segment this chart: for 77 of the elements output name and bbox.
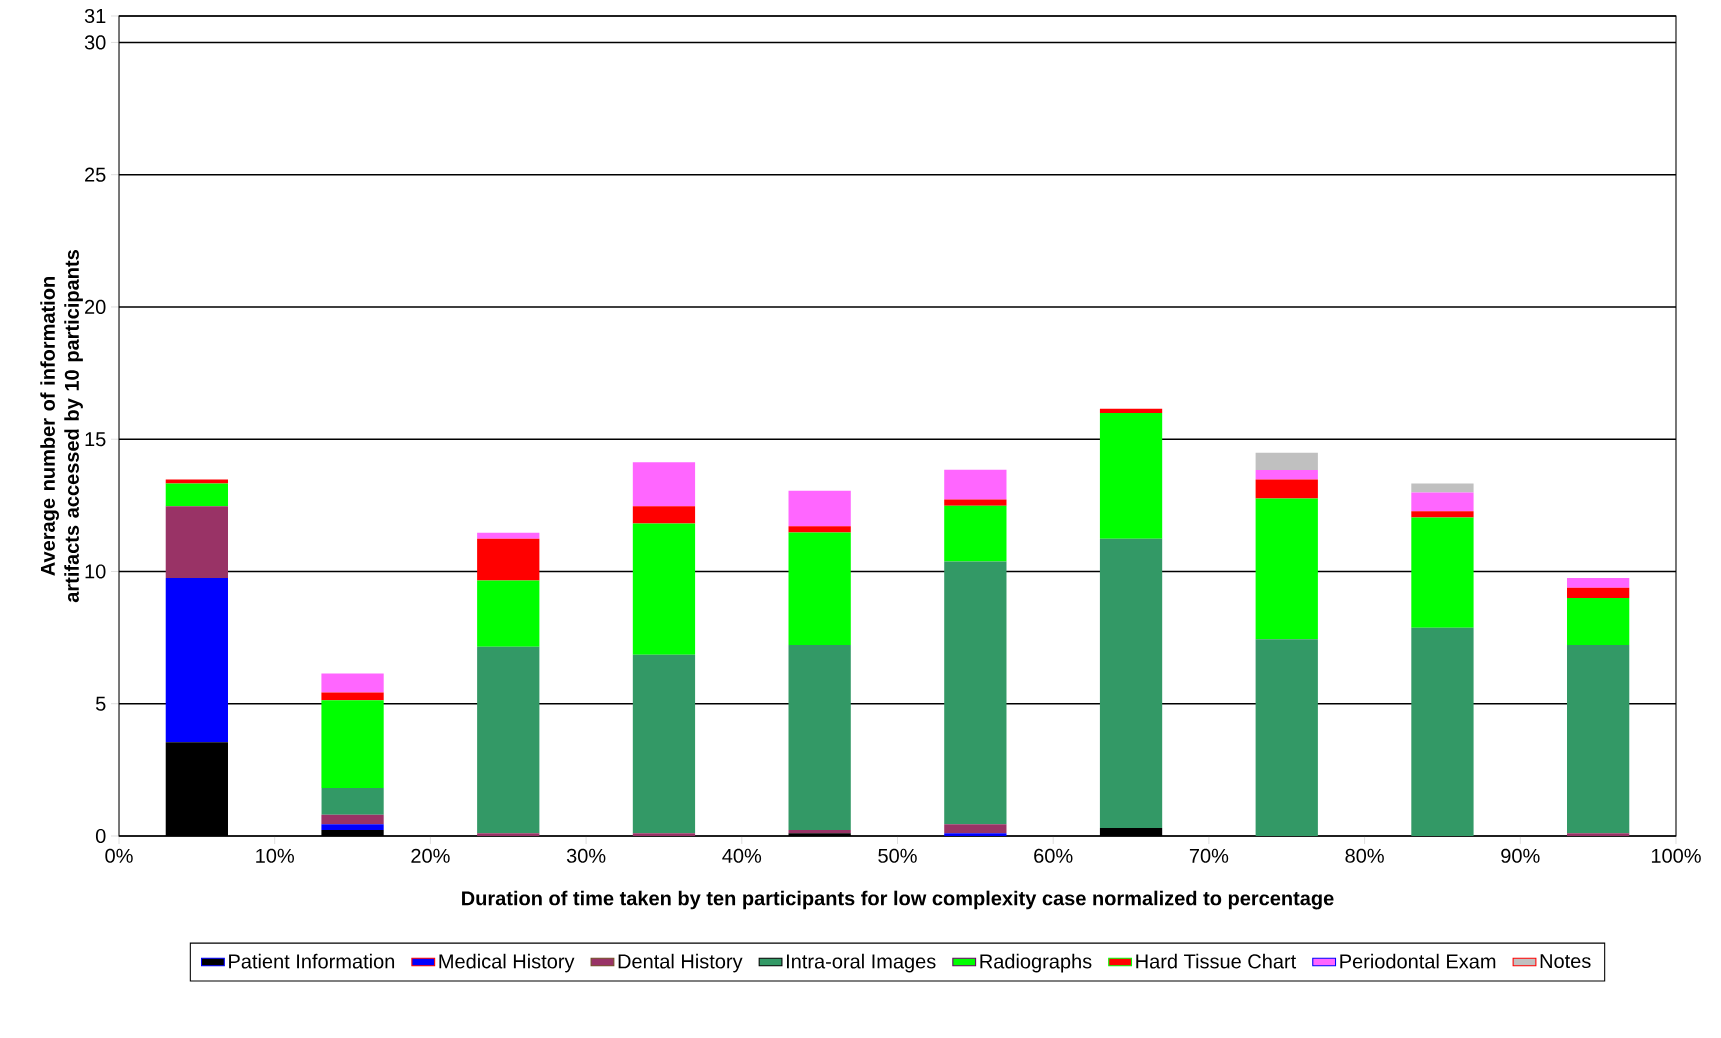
legend-label: Patient Information — [229, 953, 395, 969]
y-tick-label: 10 — [85, 564, 106, 579]
bar — [944, 833, 1007, 836]
bar — [788, 532, 851, 646]
bar — [321, 788, 384, 815]
bar — [477, 538, 540, 581]
legend-label: Intra-oral Images — [786, 953, 936, 973]
x-tick-label: 40% — [722, 848, 762, 863]
x-tick-label: 50% — [878, 848, 917, 863]
legend-label: Medical History — [439, 953, 575, 973]
y-tick-label: 31 — [84, 8, 106, 24]
legend-label: Hard Tissue Chart — [1136, 953, 1297, 969]
bar — [788, 490, 851, 527]
x-tick-label: 0% — [105, 848, 133, 863]
bar — [1411, 492, 1474, 512]
bar — [321, 814, 384, 825]
bar — [1567, 587, 1630, 598]
y-axis-title: Average number of information artifacts accessed by 10 participants — [40, 250, 83, 603]
bar — [321, 673, 384, 693]
x-tick-label: 60% — [1034, 848, 1073, 863]
y-tick-label: 20 — [85, 299, 106, 315]
bar — [1099, 413, 1163, 539]
bar — [1567, 645, 1630, 834]
bar — [477, 833, 540, 836]
x-tick-label: 100% — [1651, 848, 1701, 863]
bar — [477, 532, 540, 539]
bar — [632, 833, 696, 836]
bar — [632, 523, 696, 655]
y-tick-label: 30 — [84, 35, 106, 50]
bar — [321, 692, 384, 701]
bar — [632, 462, 696, 507]
bar — [165, 578, 228, 743]
bar — [321, 824, 384, 830]
bar — [1567, 597, 1630, 646]
bar — [944, 824, 1007, 834]
bar — [1567, 833, 1630, 836]
bar — [632, 654, 696, 834]
bar — [944, 561, 1007, 825]
bar — [1255, 639, 1318, 836]
bar — [1255, 479, 1318, 499]
bar — [944, 505, 1007, 562]
bar — [1099, 538, 1163, 829]
y-tick-label: 25 — [85, 167, 106, 182]
bar — [788, 645, 851, 830]
bar — [165, 506, 228, 579]
x-tick-label: 80% — [1345, 848, 1384, 863]
y-tick-label: 5 — [95, 696, 106, 711]
x-tick-label: 90% — [1501, 848, 1540, 863]
bar — [632, 506, 696, 524]
bar — [165, 483, 228, 507]
bar — [1411, 627, 1474, 836]
legend-label: Dental History — [618, 953, 743, 973]
bar — [477, 646, 540, 834]
bar — [788, 526, 851, 533]
x-axis-title: Duration of time taken by ten participants for low complexity case normalized to percentage — [462, 890, 1334, 910]
bar — [1411, 483, 1474, 493]
bar — [165, 479, 228, 484]
bar — [1255, 469, 1318, 480]
x-tick-label: 20% — [411, 848, 450, 863]
bar — [944, 469, 1007, 500]
y-tick-label: 15 — [85, 432, 106, 447]
legend-label: Periodontal Exam — [1340, 953, 1496, 969]
bar — [1567, 578, 1630, 588]
bar — [477, 580, 540, 647]
bar — [321, 700, 384, 789]
legend-label: Notes — [1540, 954, 1591, 969]
x-tick-label: 30% — [566, 848, 606, 863]
y-tick-label: 0 — [95, 828, 106, 844]
bar — [944, 499, 1007, 506]
bar — [1255, 452, 1318, 470]
legend-label: Radiographs — [980, 953, 1092, 973]
x-tick-label: 10% — [256, 848, 294, 863]
bar — [1099, 408, 1163, 414]
x-tick-label: 70% — [1189, 848, 1229, 863]
bar — [1411, 517, 1474, 628]
bar — [1255, 498, 1318, 640]
bar — [1411, 511, 1474, 518]
